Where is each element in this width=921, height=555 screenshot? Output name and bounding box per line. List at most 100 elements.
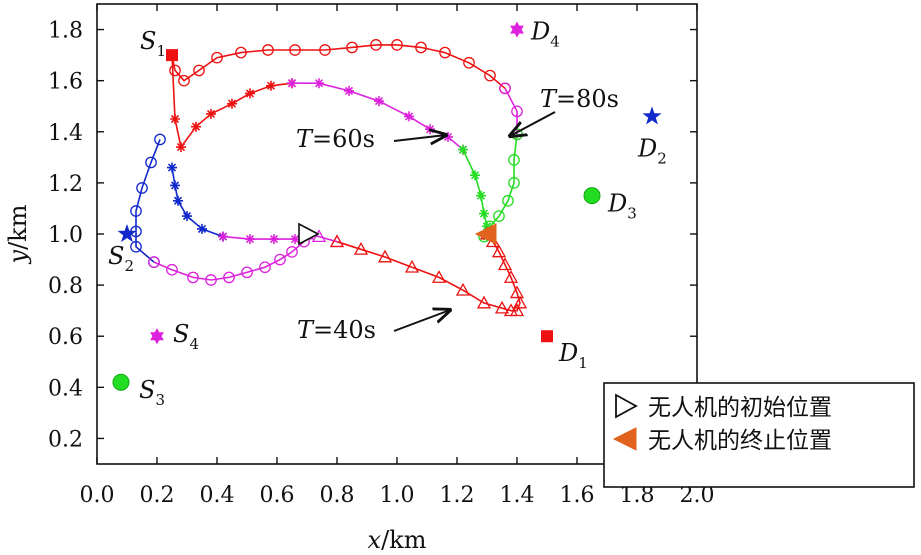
trajectory-2-point [173, 195, 183, 206]
trajectory-2-point [314, 78, 324, 89]
point-d4-marker [510, 21, 524, 38]
point-s1-subscript: 1 [156, 42, 166, 60]
trajectory-1-point [493, 210, 505, 222]
trajectory-3-point [509, 303, 525, 317]
annotation-label-1: T=60s [296, 125, 375, 153]
trajectory-2-point [404, 111, 414, 122]
x-tick-label: 1.2 [440, 483, 475, 508]
trajectory-2-point [425, 124, 435, 135]
trajectory-2-point [269, 234, 279, 245]
point-d3-label: D3 [607, 190, 637, 223]
trajectory-2-point [458, 144, 468, 155]
end-position-marker [474, 223, 497, 245]
point-s2-letter: S [108, 242, 124, 270]
point-s4-label: S4 [173, 320, 199, 353]
trajectory-1-point [484, 69, 496, 82]
trajectory-1-point [178, 74, 190, 87]
y-tick-label: 1.6 [48, 70, 83, 95]
trajectory-1-point [193, 64, 205, 77]
trajectory-1-point [319, 44, 331, 56]
trajectory-2-point [170, 114, 180, 124]
trajectory-3-point [512, 295, 528, 309]
trajectory-1-point [346, 41, 358, 54]
point-d1-subscript: 1 [578, 354, 588, 372]
annotation-label-3: T=40s [297, 316, 376, 344]
trajectory-1-point [130, 240, 142, 253]
trajectory-1-point [187, 271, 199, 284]
point-d2-subscript: 2 [657, 149, 667, 167]
trajectory-1-point [259, 261, 271, 274]
legend-start-marker [615, 393, 638, 419]
y-tick-label: 0.2 [48, 427, 83, 452]
y-tick-label: 1.2 [48, 172, 83, 197]
point-s4-letter: S [173, 320, 189, 348]
trajectory-2-point [206, 108, 216, 119]
trajectory-2-point [218, 231, 228, 242]
trajectory-3-point [431, 270, 447, 283]
trajectory-2-point [479, 208, 489, 219]
trajectory-3-point [509, 285, 525, 299]
trajectory-2-point [197, 223, 207, 234]
trajectory-1-point [166, 263, 178, 276]
trajectory-2-point [476, 190, 486, 201]
x-tick-label: 0.6 [260, 483, 295, 508]
point-d1-marker [541, 330, 553, 343]
trajectory-3-point [494, 300, 510, 314]
annotation-label-1-value: =60s [312, 125, 375, 153]
trajectory-markers [130, 39, 528, 317]
trajectory-1-point [370, 39, 382, 51]
trajectory-1-point [415, 41, 427, 54]
trajectory-3-point [377, 249, 393, 263]
x-tick-label: 0.4 [200, 483, 235, 508]
x-axis-label: x/km [368, 526, 427, 554]
trajectory-1-point [289, 44, 301, 56]
trajectory-1-point [130, 205, 142, 217]
x-tick-label: 1.4 [500, 483, 535, 508]
trajectory-1-point [508, 154, 520, 166]
x-tick-label: 0.8 [320, 483, 355, 508]
point-s3-subscript: 3 [155, 391, 165, 409]
x-tick-label: 1.0 [380, 483, 415, 508]
annotation-label-1-var: T [296, 125, 314, 153]
point-s1-letter: S [140, 27, 156, 55]
trajectory-1-segment-2 [504, 87, 518, 135]
x-axis-label-unit: /km [381, 526, 427, 554]
y-tick-label: 0.8 [48, 274, 83, 299]
trajectory-2-point [227, 98, 237, 109]
trajectory-2-segment-5 [222, 235, 295, 240]
legend-end-marker [612, 427, 637, 451]
plot-frame: 0.0 0.2 0.4 0.6 0.8 1.0 1.2 1.4 1.6 1.8 2.00.20.40… [4, 3, 715, 554]
point-d4-label: D4 [530, 18, 560, 51]
point-s2-subscript: 2 [124, 257, 134, 275]
trajectory-lines [135, 44, 521, 312]
trajectory-1-point [235, 46, 247, 59]
legend-box [603, 382, 915, 488]
x-tick-label: 1.6 [560, 483, 595, 508]
trajectory-1-point [499, 82, 511, 95]
trajectory-2-point [170, 180, 180, 191]
trajectory-2-point [191, 121, 201, 132]
point-s1-marker [166, 49, 178, 62]
x-tick-label: 0.0 [80, 483, 115, 508]
trajectory-2-point [167, 162, 177, 173]
trajectory-1-segment-4 [135, 139, 161, 263]
annotation-arrow-3 [393, 310, 450, 332]
trajectory-1-point [169, 64, 181, 77]
trajectory-3-point [476, 295, 492, 309]
trajectory-1-point [502, 194, 514, 207]
trajectory-2-point [266, 80, 276, 91]
x-axis-label-var: x [368, 526, 382, 554]
trajectory-1-segment-1 [171, 44, 506, 89]
trajectory-2-point [176, 142, 186, 153]
point-s2-marker [117, 224, 137, 243]
trajectory-2-point [344, 85, 354, 96]
trajectory-2-point [182, 211, 192, 222]
annotation-arrow-2 [510, 111, 556, 136]
trajectory-1-point [511, 105, 523, 118]
legend-label-1: 无人机的初始位置 [648, 395, 832, 421]
trajectory-1-point [463, 56, 475, 69]
